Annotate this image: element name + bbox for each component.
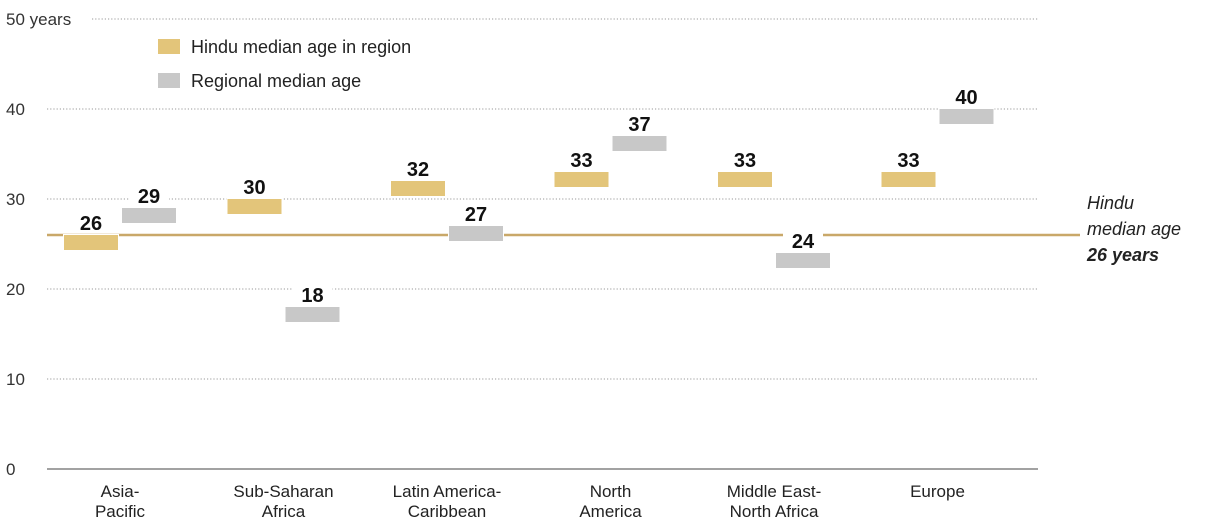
label-knockout (619, 113, 660, 133)
hindu-median-age-bar (881, 172, 936, 187)
bars (63, 108, 995, 323)
label-knockout (234, 176, 275, 196)
value-label: 30 (243, 177, 265, 199)
label-knockout (292, 284, 333, 304)
hindu-median-age-bar (718, 172, 772, 187)
hindu-median-age-bar (227, 199, 282, 214)
value-labels: 26 29 30 18 32 27 33 37 33 24 33 40 (71, 86, 987, 307)
legend-swatch (158, 73, 180, 88)
value-label: 29 (138, 186, 160, 208)
regional-median-age-bar (285, 307, 340, 322)
regional-median-age-bar (449, 226, 503, 241)
value-label: 33 (897, 150, 919, 172)
y-tick-label: 50 years (6, 10, 71, 29)
regional-median-age-bar (122, 208, 176, 223)
hindu-median-age-bar (391, 181, 445, 196)
category-label: Latin America-Caribbean (393, 482, 502, 521)
y-tick-label: 0 (6, 460, 15, 479)
y-axis-ticks: 0 10 20 30 40 50 years (6, 10, 71, 479)
hindu-median-age-bar (554, 172, 609, 187)
value-label: 32 (407, 159, 429, 181)
label-knockout (946, 86, 987, 106)
value-label: 26 (80, 213, 102, 235)
gridlines (47, 18, 1038, 380)
regional-median-age-bar (612, 136, 667, 151)
legend: Hindu median age in region Regional media… (158, 37, 411, 91)
label-knockout (783, 230, 823, 250)
reference-annotation: Hindu median age 26 years (1086, 193, 1181, 265)
y-tick-label: 10 (6, 370, 25, 389)
legend-label: Hindu median age in region (191, 37, 411, 57)
label-knockout (888, 149, 929, 169)
y-tick-label: 40 (6, 100, 25, 119)
legend-swatch (158, 39, 180, 54)
hindu-median-age-bar (64, 235, 118, 250)
label-knockout (129, 185, 169, 205)
y-tick-label: 30 (6, 190, 25, 209)
value-label: 40 (955, 87, 977, 109)
category-label: Middle East-North Africa (727, 482, 821, 521)
category-labels: Asia-Pacific Sub-Saharan Africa Latin Ameri… (95, 482, 965, 521)
label-knockout (71, 212, 111, 232)
regional-median-age-bar (939, 109, 994, 124)
category-label: Sub-Saharan Africa (233, 482, 333, 521)
category-label: North America (579, 482, 642, 521)
y-tick-label: 20 (6, 280, 25, 299)
value-label: 37 (628, 114, 650, 136)
value-label: 18 (301, 285, 323, 307)
value-label: 24 (792, 231, 815, 253)
label-knockout (398, 158, 438, 178)
label-knockout (725, 149, 765, 169)
value-label: 27 (465, 204, 487, 226)
category-label: Asia-Pacific (95, 482, 146, 521)
regional-median-age-bar (776, 253, 830, 268)
category-label: Europe (910, 482, 965, 501)
legend-label: Regional median age (191, 71, 361, 91)
value-label: 33 (734, 150, 756, 172)
label-knockout (456, 203, 496, 223)
label-knockout (561, 149, 602, 169)
value-label: 33 (570, 150, 592, 172)
